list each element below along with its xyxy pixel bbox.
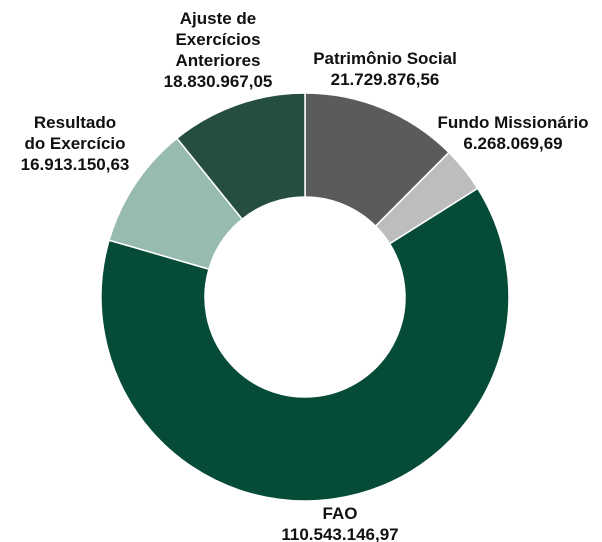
slice-label: Resultado do Exercício 16.913.150,63	[0, 112, 185, 175]
value-label: 110.543.146,97	[281, 525, 399, 542]
value-label: 6.268.069,69	[463, 134, 563, 153]
category-label: Patrimônio Social	[313, 49, 457, 68]
category-label: Ajuste de Exercícios Anteriores	[175, 9, 261, 70]
value-label: 18.830.967,05	[163, 72, 273, 91]
value-label: 16.913.150,63	[20, 155, 130, 174]
value-label: 21.729.876,56	[330, 70, 440, 89]
slice-label: FAO 110.543.146,97	[230, 503, 450, 542]
category-label: Fundo Missionário	[437, 113, 589, 132]
slice-label: Fundo Missionário 6.268.069,69	[403, 112, 602, 154]
slice	[175, 92, 306, 221]
category-label: Resultado do Exercício	[24, 113, 126, 153]
slice	[100, 187, 510, 502]
slice-label: Ajuste de Exercícios Anteriores 18.830.96…	[108, 8, 328, 92]
slice-label: Patrimônio Social 21.729.876,56	[275, 48, 495, 90]
category-label: FAO	[322, 504, 358, 523]
